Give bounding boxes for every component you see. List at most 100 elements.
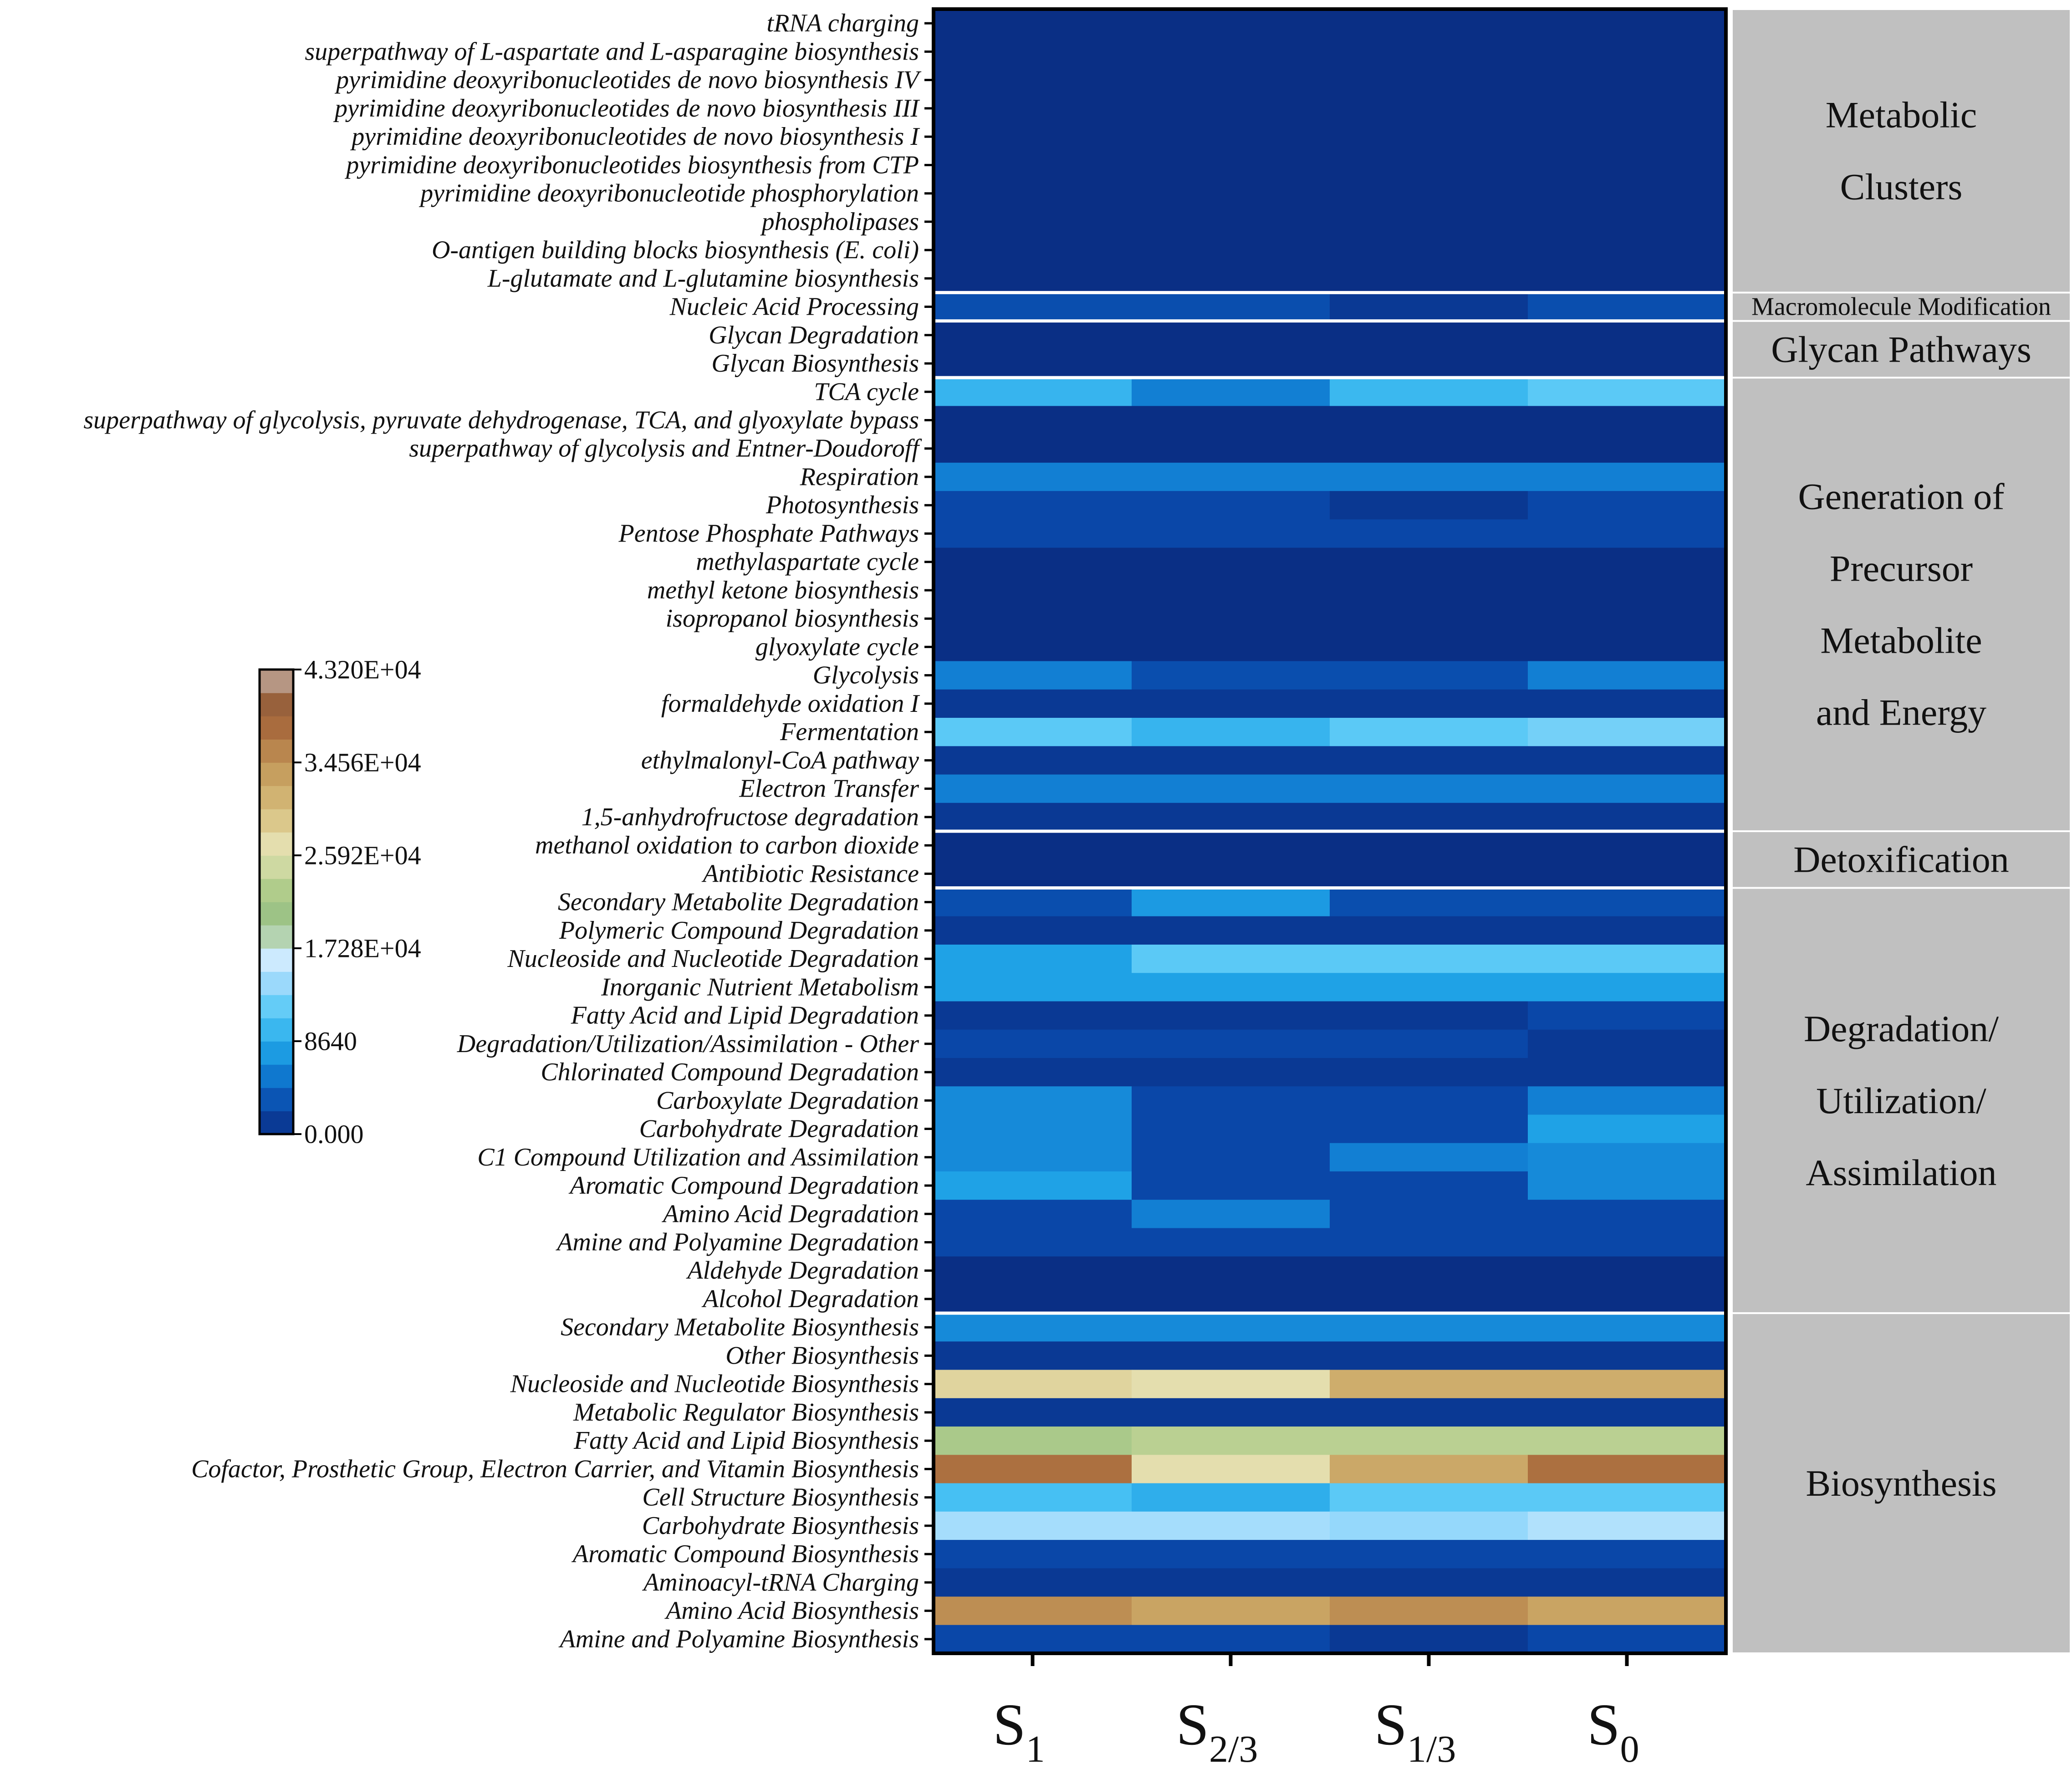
heatmap-cell-nucleoside-and-nucleotide-degradation-col4	[1528, 944, 1726, 973]
heatmap-cell-inorganic-nutrient-metabolism-col4	[1528, 973, 1726, 1002]
group-panel-metabolic-clusters	[1733, 10, 2070, 292]
heatmap-cell-pyrimidine-deoxyribonucleotides-biosynthesis-from-ctp-col1	[934, 151, 1132, 180]
heatmap-cell-trna-charging-col3	[1330, 9, 1528, 38]
row-label-carbohydrate-degradation: Carbohydrate Degradation	[639, 1115, 919, 1143]
heatmap-cell-fermentation-col1	[934, 718, 1132, 746]
heatmap-cell-degradation-utilization-assimilation-other-col4	[1528, 1029, 1726, 1058]
colorbar-swatch	[260, 1064, 293, 1088]
heatmap-cell-pyrimidine-deoxyribonucleotides-de-novo-biosynthesis-i-col4	[1528, 122, 1726, 151]
heatmap-cell-glycan-degradation-col2	[1132, 321, 1330, 350]
heatmap-cell-trna-charging-col2	[1132, 9, 1330, 38]
heatmap-cell-respiration-col4	[1528, 462, 1726, 491]
colorbar-swatch	[260, 902, 293, 925]
heatmap-cell-glycolysis-col1	[934, 661, 1132, 690]
row-label-amine-and-polyamine-biosynthesis: Amine and Polyamine Biosynthesis	[558, 1625, 919, 1653]
row-label-superpathway-of-glycolysis-pyruvate-dehydrogenase-tca-and-glyoxylate-bypass: superpathway of glycolysis, pyruvate deh…	[83, 406, 919, 435]
colorbar-tick-label: 0.000	[304, 1120, 364, 1149]
heatmap-cell-aminoacyl-trna-charging-col1	[934, 1568, 1132, 1597]
group-panel-degradation-utilization-assimilation	[1733, 889, 2070, 1313]
group-label: Macromolecule Modification	[1751, 293, 2051, 321]
heatmap-cell-superpathway-of-glycolysis-pyruvate-dehydrogenase-tca-and-glyoxylate-bypass-col2	[1132, 406, 1330, 435]
heatmap-cell-electron-transfer-col2	[1132, 774, 1330, 803]
heatmap-cell-photosynthesis-col4	[1528, 491, 1726, 520]
heatmap-cell-1-5-anhydrofructose-degradation-col2	[1132, 803, 1330, 832]
heatmap-cell-amino-acid-degradation-col3	[1330, 1200, 1528, 1228]
heatmap-cell-polymeric-compound-degradation-col1	[934, 916, 1132, 945]
group-label: Detoxification	[1793, 839, 2009, 880]
colorbar-swatch	[260, 809, 293, 833]
heatmap-cell-amino-acid-degradation-col2	[1132, 1200, 1330, 1228]
heatmap-frame	[932, 7, 1728, 1655]
heatmap-cell-amine-and-polyamine-biosynthesis-col2	[1132, 1625, 1330, 1654]
heatmap-cell-superpathway-of-glycolysis-pyruvate-dehydrogenase-tca-and-glyoxylate-bypass-col3	[1330, 406, 1528, 435]
heatmap-cell-glycolysis-col3	[1330, 661, 1528, 690]
heatmap-cell-metabolic-regulator-biosynthesis-col1	[934, 1398, 1132, 1427]
colorbar-swatch	[260, 1041, 293, 1065]
heatmap-cell-fatty-acid-and-lipid-biosynthesis-col4	[1528, 1426, 1726, 1455]
heatmap-cell-carbohydrate-biosynthesis-col4	[1528, 1511, 1726, 1540]
row-label-fatty-acid-and-lipid-degradation: Fatty Acid and Lipid Degradation	[571, 1002, 919, 1030]
heatmap-cell-superpathway-of-glycolysis-and-entner-doudoroff-col4	[1528, 434, 1726, 463]
heatmap-cell-cell-structure-biosynthesis-col4	[1528, 1483, 1726, 1512]
heatmap-cell-pyrimidine-deoxyribonucleotides-de-novo-biosynthesis-iv-col3	[1330, 66, 1528, 95]
heatmap-cell-respiration-col3	[1330, 462, 1528, 491]
row-label-chlorinated-compound-degradation: Chlorinated Compound Degradation	[541, 1058, 919, 1086]
heatmap-cell-c1-compound-utilization-and-assimilation-col1	[934, 1143, 1132, 1172]
heatmap-cell-pentose-phosphate-pathways-col3	[1330, 519, 1528, 548]
heatmap-cell-trna-charging-col4	[1528, 9, 1726, 38]
heatmap-cell-methyl-ketone-biosynthesis-col1	[934, 576, 1132, 605]
heatmap-cell-nucleoside-and-nucleotide-biosynthesis-col3	[1330, 1370, 1528, 1399]
group-panel-biosynthesis	[1733, 1314, 2070, 1652]
heatmap-cell-nucleoside-and-nucleotide-biosynthesis-col2	[1132, 1370, 1330, 1399]
heatmap-cell-methyl-ketone-biosynthesis-col3	[1330, 576, 1528, 605]
row-label-polymeric-compound-degradation: Polymeric Compound Degradation	[559, 916, 919, 945]
row-label-pyrimidine-deoxyribonucleotide-phosphorylation: pyrimidine deoxyribonucleotide phosphory…	[418, 179, 919, 208]
heatmap-cell-methanol-oxidation-to-carbon-dioxide-col2	[1132, 831, 1330, 860]
group-label: Assimilation	[1806, 1152, 1996, 1193]
heatmap-cell-pyrimidine-deoxyribonucleotides-biosynthesis-from-ctp-col3	[1330, 151, 1528, 180]
heatmap-cell-degradation-utilization-assimilation-other-col1	[934, 1029, 1132, 1058]
heatmap-cell-superpathway-of-l-aspartate-and-l-asparagine-biosynthesis-col1	[934, 37, 1132, 66]
heatmap-cell-nucleic-acid-processing-col2	[1132, 292, 1330, 322]
heatmap-cell-aromatic-compound-degradation-col3	[1330, 1171, 1528, 1200]
heatmap-cell-inorganic-nutrient-metabolism-col2	[1132, 973, 1330, 1002]
row-label-phospholipases: phospholipases	[760, 208, 919, 236]
heatmap-cells	[934, 9, 1726, 1654]
heatmap-cell-methyl-ketone-biosynthesis-col4	[1528, 576, 1726, 605]
heatmap-cell-cofactor-prosthetic-group-electron-carrier-and-vitamin-biosynthesis-col4	[1528, 1455, 1726, 1484]
heatmap-cell-aldehyde-degradation-col2	[1132, 1256, 1330, 1285]
heatmap-cell-glycan-degradation-col4	[1528, 321, 1726, 350]
row-label-aromatic-compound-biosynthesis: Aromatic Compound Biosynthesis	[571, 1540, 919, 1568]
group-label: Generation of	[1798, 476, 2005, 517]
heatmap-cell-glycan-biosynthesis-col2	[1132, 349, 1330, 378]
heatmap-cell-glyoxylate-cycle-col2	[1132, 633, 1330, 662]
heatmap-cell-methylaspartate-cycle-col2	[1132, 547, 1330, 577]
heatmap-cell-inorganic-nutrient-metabolism-col1	[934, 973, 1132, 1002]
heatmap-cell-aromatic-compound-biosynthesis-col2	[1132, 1540, 1330, 1569]
column-label-s-2-3: S2/3	[1176, 1692, 1258, 1769]
heatmap-cell-nucleoside-and-nucleotide-degradation-col2	[1132, 944, 1330, 973]
heatmap-cell-fatty-acid-and-lipid-biosynthesis-col1	[934, 1426, 1132, 1455]
heatmap-cell-pyrimidine-deoxyribonucleotides-de-novo-biosynthesis-iv-col4	[1528, 66, 1726, 95]
row-label-superpathway-of-l-aspartate-and-l-asparagine-biosynthesis: superpathway of L-aspartate and L-aspara…	[305, 37, 919, 66]
colorbar-swatch	[260, 832, 293, 856]
colorbar-swatch	[260, 716, 293, 740]
row-label-alcohol-degradation: Alcohol Degradation	[701, 1285, 919, 1313]
heatmap-cell-glycan-biosynthesis-col3	[1330, 349, 1528, 378]
heatmap-cell-carbohydrate-biosynthesis-col2	[1132, 1511, 1330, 1540]
group-panels: Metabolic Clusters Macromolecule Modificat…	[1733, 10, 2070, 1652]
heatmap-cell-glyoxylate-cycle-col4	[1528, 633, 1726, 662]
heatmap-cell-carbohydrate-degradation-col3	[1330, 1115, 1528, 1144]
heatmap-cell-amine-and-polyamine-biosynthesis-col1	[934, 1625, 1132, 1654]
heatmap-cell-other-biosynthesis-col3	[1330, 1341, 1528, 1370]
heatmap-cell-carbohydrate-degradation-col2	[1132, 1115, 1330, 1144]
heatmap-cell-alcohol-degradation-col2	[1132, 1284, 1330, 1314]
heatmap-cell-methanol-oxidation-to-carbon-dioxide-col3	[1330, 831, 1528, 860]
heatmap-cell-l-glutamate-and-l-glutamine-biosynthesis-col1	[934, 264, 1132, 293]
heatmap-cell-amino-acid-biosynthesis-col4	[1528, 1596, 1726, 1626]
colorbar-swatch	[260, 670, 293, 693]
colorbar-swatch	[260, 786, 293, 809]
heatmap-cell-phospholipases-col1	[934, 207, 1132, 236]
